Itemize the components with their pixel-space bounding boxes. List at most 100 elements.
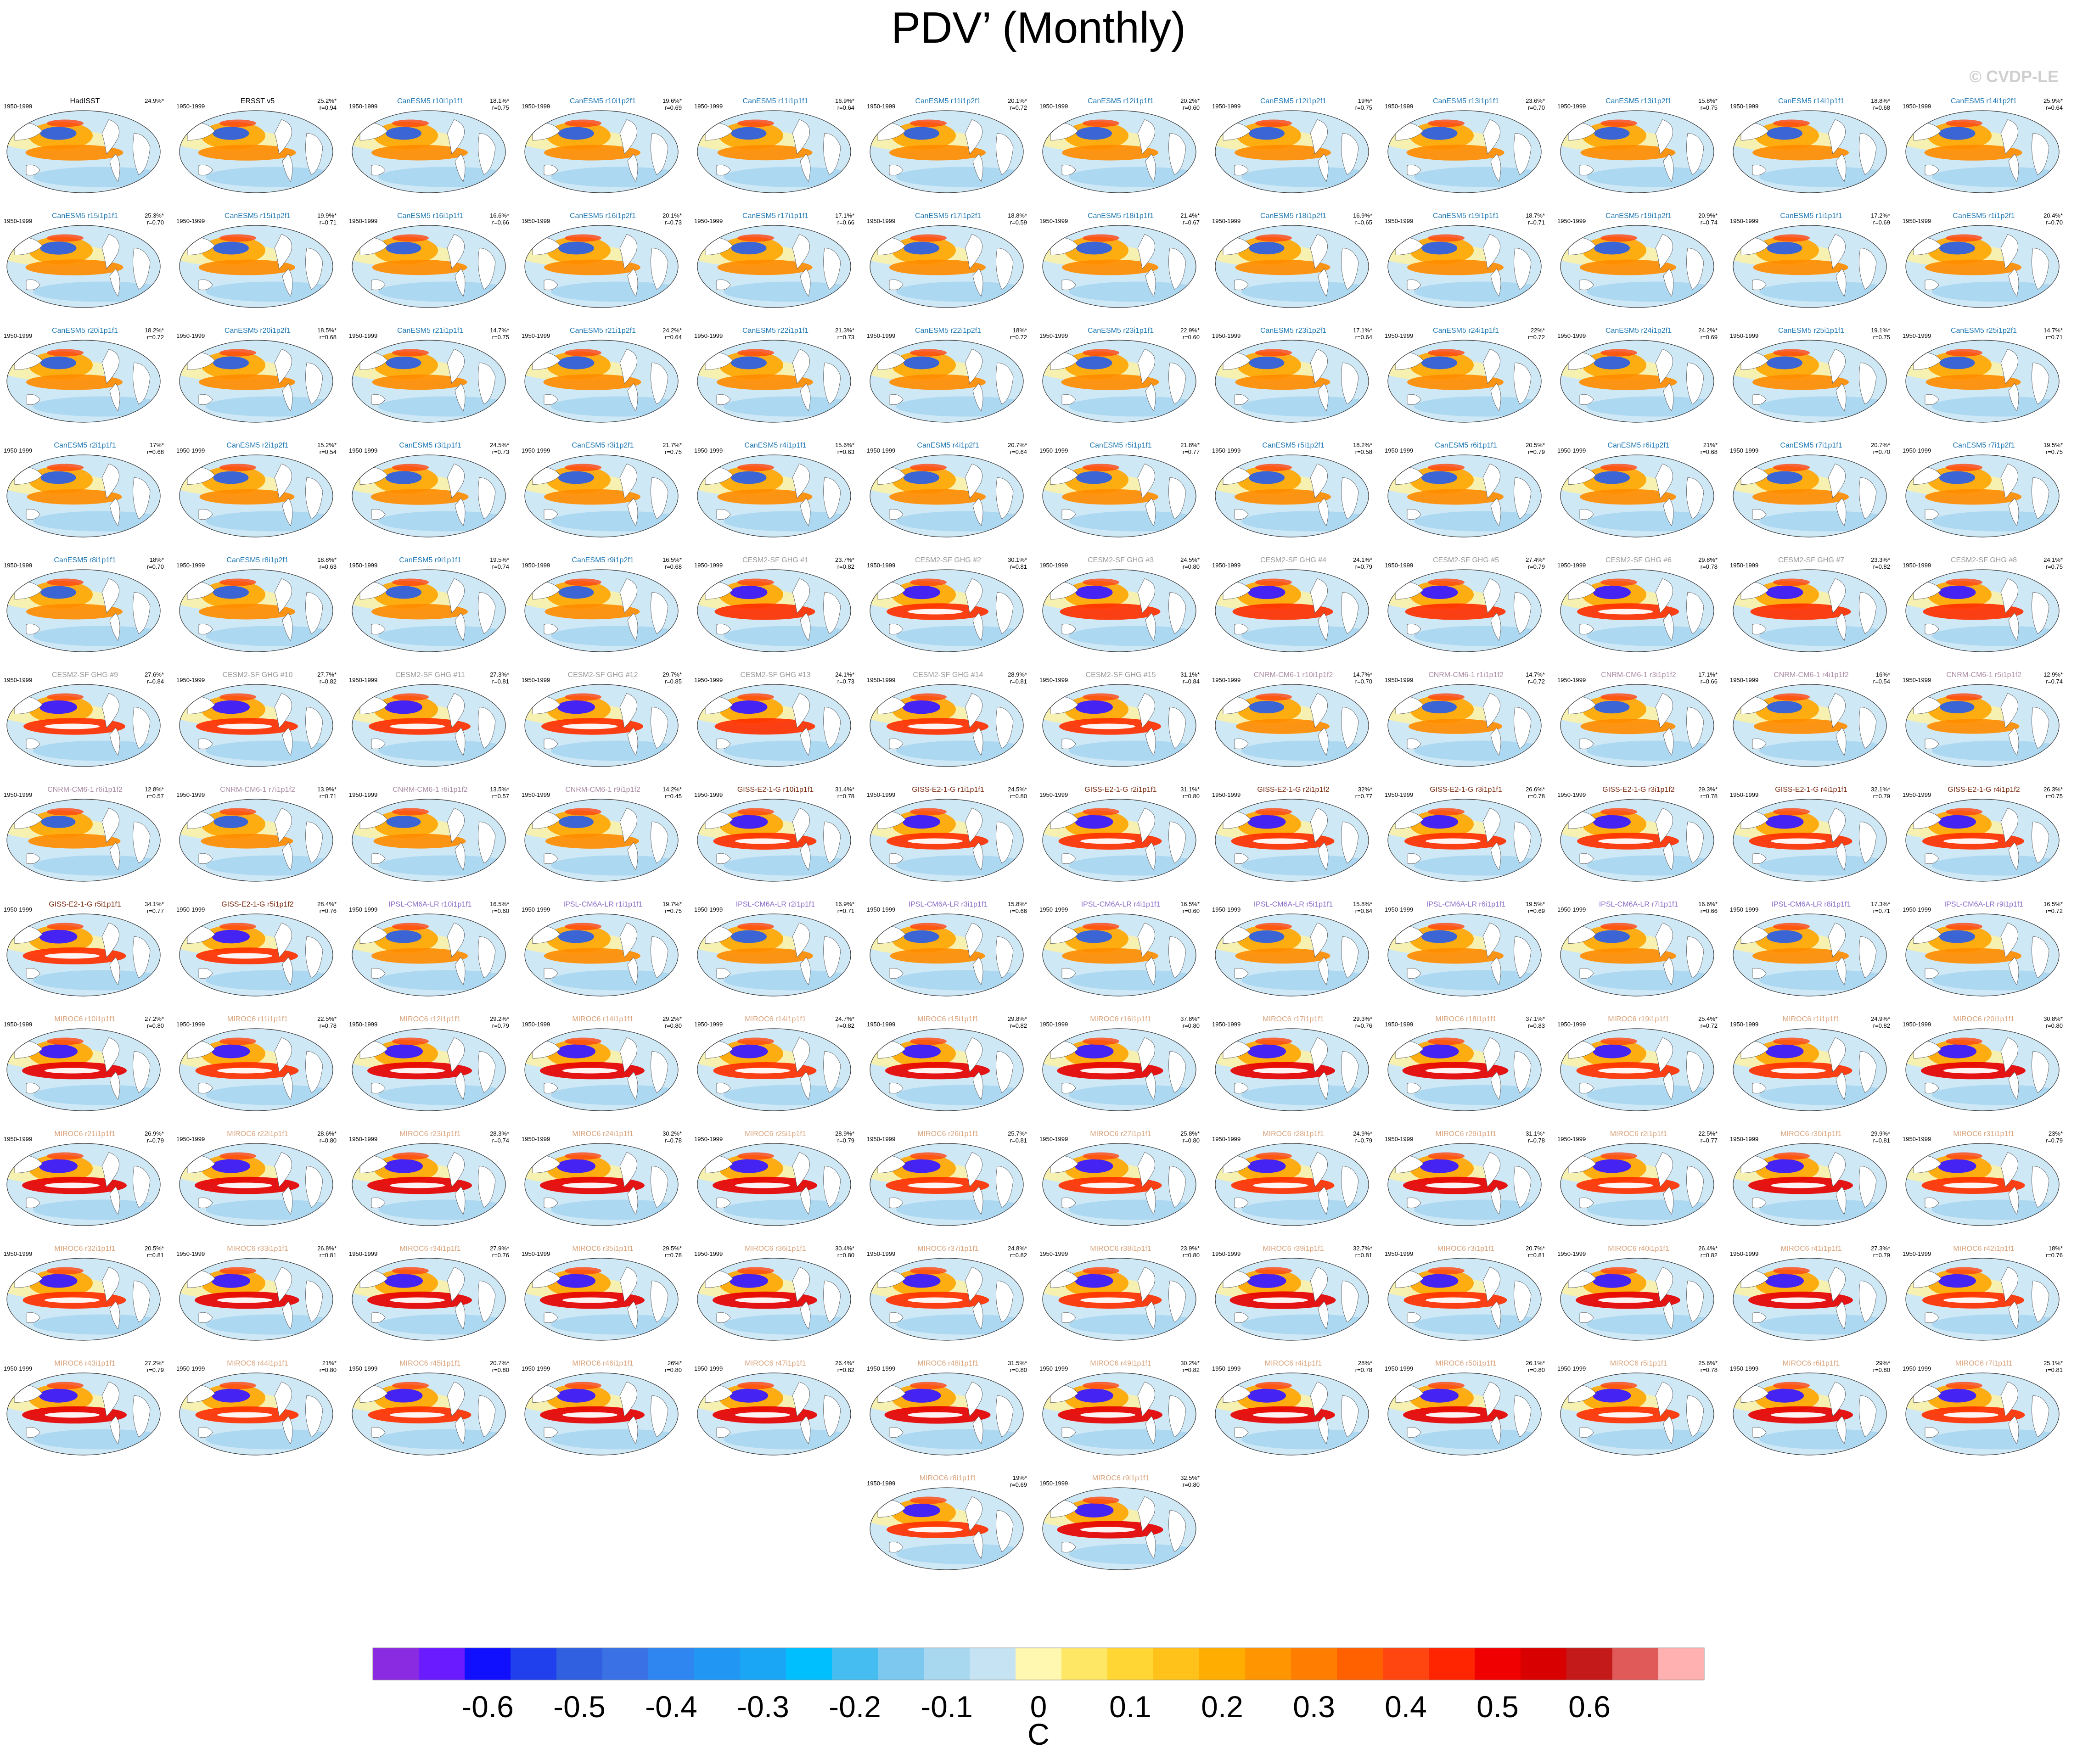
north-pacific-cold <box>1075 585 1113 599</box>
map-panel: 1950-1999 CNRM-CM6-1 r10i1p1f2 14.7%* r=0.7… <box>1208 670 1376 785</box>
americas-land <box>1137 1037 1155 1073</box>
americas-land <box>619 1267 637 1302</box>
panel-correlation: r=0.72 <box>2045 907 2063 914</box>
panel-title: MIROC6 r21i1p1f1 <box>54 1130 116 1138</box>
north-pacific-cold <box>730 1274 768 1288</box>
high-latitude-warm <box>219 349 256 357</box>
panel-variance: 27.4%* <box>1526 556 1545 563</box>
tropical-pacific-warm <box>1752 145 1849 161</box>
panel-title: CESM2-SF GHG #9 <box>51 671 118 679</box>
map-outline <box>1905 1372 2060 1456</box>
tropical-pacific-warm <box>199 604 295 620</box>
south-america-land <box>800 1301 811 1330</box>
panel-correlation: r=0.80 <box>492 1366 509 1373</box>
panel-variance: 19%* <box>1358 97 1372 104</box>
australia-land <box>198 509 213 520</box>
americas-land <box>1655 349 1673 384</box>
south-america-land <box>972 1530 983 1559</box>
map-outline <box>524 913 679 997</box>
panel-title: MIROC6 r17i1p1f1 <box>1263 1015 1324 1023</box>
africa-land <box>996 707 1014 749</box>
high-latitude-warm <box>1428 1382 1465 1389</box>
africa-land <box>823 707 841 749</box>
panel-variance: 20.1%* <box>662 212 682 219</box>
panel-period: 1950-1999 <box>4 1250 33 1257</box>
africa-land <box>651 822 668 864</box>
north-pacific-cold <box>1420 1389 1459 1403</box>
map-outline <box>1387 1258 1542 1341</box>
peak-anomaly <box>390 1182 445 1188</box>
africa-land <box>1859 1395 1877 1438</box>
africa-land <box>1686 248 1704 290</box>
high-latitude-warm <box>1600 1152 1637 1160</box>
americas-land <box>447 808 465 843</box>
americas-land <box>1482 119 1500 155</box>
americas-land <box>619 923 637 958</box>
panel-title: CESM2-SF GHG #6 <box>1605 556 1672 564</box>
americas-land <box>101 808 119 843</box>
panel-period: 1950-1999 <box>1039 677 1068 683</box>
map-panel: 1950-1999 GISS-E2-1-G r5i1p1f2 28.4%* r=0.7… <box>173 900 340 1014</box>
panel-correlation: r=0.73 <box>837 334 854 341</box>
north-pacific-cold <box>1075 1274 1113 1288</box>
panel-period: 1950-1999 <box>1730 447 1759 454</box>
pattern-map <box>352 110 506 193</box>
map-panel: 1950-1999 CanESM5 r1i1p2f1 20.4%* r=0.70 <box>1899 211 2066 326</box>
panel-period: 1950-1999 <box>1385 562 1414 569</box>
africa-land <box>133 592 151 634</box>
south-america-land <box>1663 957 1674 986</box>
high-latitude-warm <box>737 923 774 930</box>
map-panel: 1950-1999 IPSL-CM6A-LR r4i1p1f1 16.5%* r=0.… <box>1036 900 1203 1014</box>
south-america-land <box>1145 498 1156 526</box>
tropical-pacific-warm <box>1750 603 1851 620</box>
americas-land <box>792 693 810 728</box>
south-america-land <box>109 957 120 986</box>
pattern-map <box>6 1258 161 1341</box>
map-panel: 1950-1999 CESM2-SF GHG #8 24.1%* r=0.75 <box>1899 555 2066 670</box>
tropical-pacific-warm <box>371 604 468 620</box>
map-outline <box>179 454 333 538</box>
panel-variance: 14.7%* <box>1526 671 1545 678</box>
high-latitude-warm <box>1946 578 1982 586</box>
peak-anomaly <box>1771 1182 1826 1188</box>
panel-period: 1950-1999 <box>176 332 205 339</box>
map-panel: 1950-1999 IPSL-CM6A-LR r9i1p1f1 16.5%* r=0.… <box>1899 900 2066 1014</box>
australia-land <box>1061 279 1076 291</box>
tropical-pacific-warm <box>1060 603 1161 620</box>
australia-land <box>1752 1197 1767 1209</box>
panel-period: 1950-1999 <box>522 1136 550 1142</box>
panel-correlation: r=0.72 <box>146 334 164 341</box>
panel-variance: 18%* <box>1012 327 1027 334</box>
panel-variance: 24.1%* <box>1353 556 1372 563</box>
africa-land <box>1686 1166 1704 1208</box>
australia-land <box>371 853 386 864</box>
north-pacific-cold <box>731 241 767 255</box>
pattern-map <box>179 225 333 308</box>
north-pacific-cold <box>1076 471 1112 484</box>
map-outline <box>352 1258 506 1341</box>
panel-period: 1950-1999 <box>694 1250 723 1257</box>
map-panel: 1950-1999 MIROC6 r24i1p1f1 30.2%* r=0.78 <box>518 1129 685 1244</box>
panel-period: 1950-1999 <box>1557 1021 1586 1028</box>
south-america-land <box>1663 1186 1674 1215</box>
panel-title: CanESM5 r19i1p1f1 <box>1432 212 1499 220</box>
africa-land <box>1514 1051 1532 1093</box>
pattern-map <box>179 1372 333 1456</box>
colorbar-tick-label: 0.1 <box>1109 1690 1151 1724</box>
panel-title: IPSL-CM6A-LR r10i1p1f1 <box>388 901 472 908</box>
north-pacific-cold <box>1249 127 1285 140</box>
north-pacific-cold <box>731 471 767 484</box>
south-america-land <box>1663 1301 1674 1330</box>
panel-variance: 26.1%* <box>1526 1360 1545 1366</box>
map-panel: 1950-1999 IPSL-CM6A-LR r5i1p1f1 15.8%* r=0.… <box>1208 900 1376 1014</box>
americas-land <box>1310 923 1328 958</box>
panel-variance: 25.9%* <box>2043 97 2063 104</box>
pattern-map <box>1733 1258 1887 1341</box>
map-panel: 1950-1999 CanESM5 r12i1p1f1 20.2%* r=0.60 <box>1036 96 1203 211</box>
americas-land <box>1310 1382 1328 1417</box>
south-america-land <box>1490 268 1501 297</box>
panel-title: CESM2-SF GHG #8 <box>1950 556 2017 564</box>
americas-land <box>965 578 982 614</box>
map-panel: 1950-1999 CanESM5 r25i1p2f1 14.7%* r=0.71 <box>1899 326 2066 441</box>
